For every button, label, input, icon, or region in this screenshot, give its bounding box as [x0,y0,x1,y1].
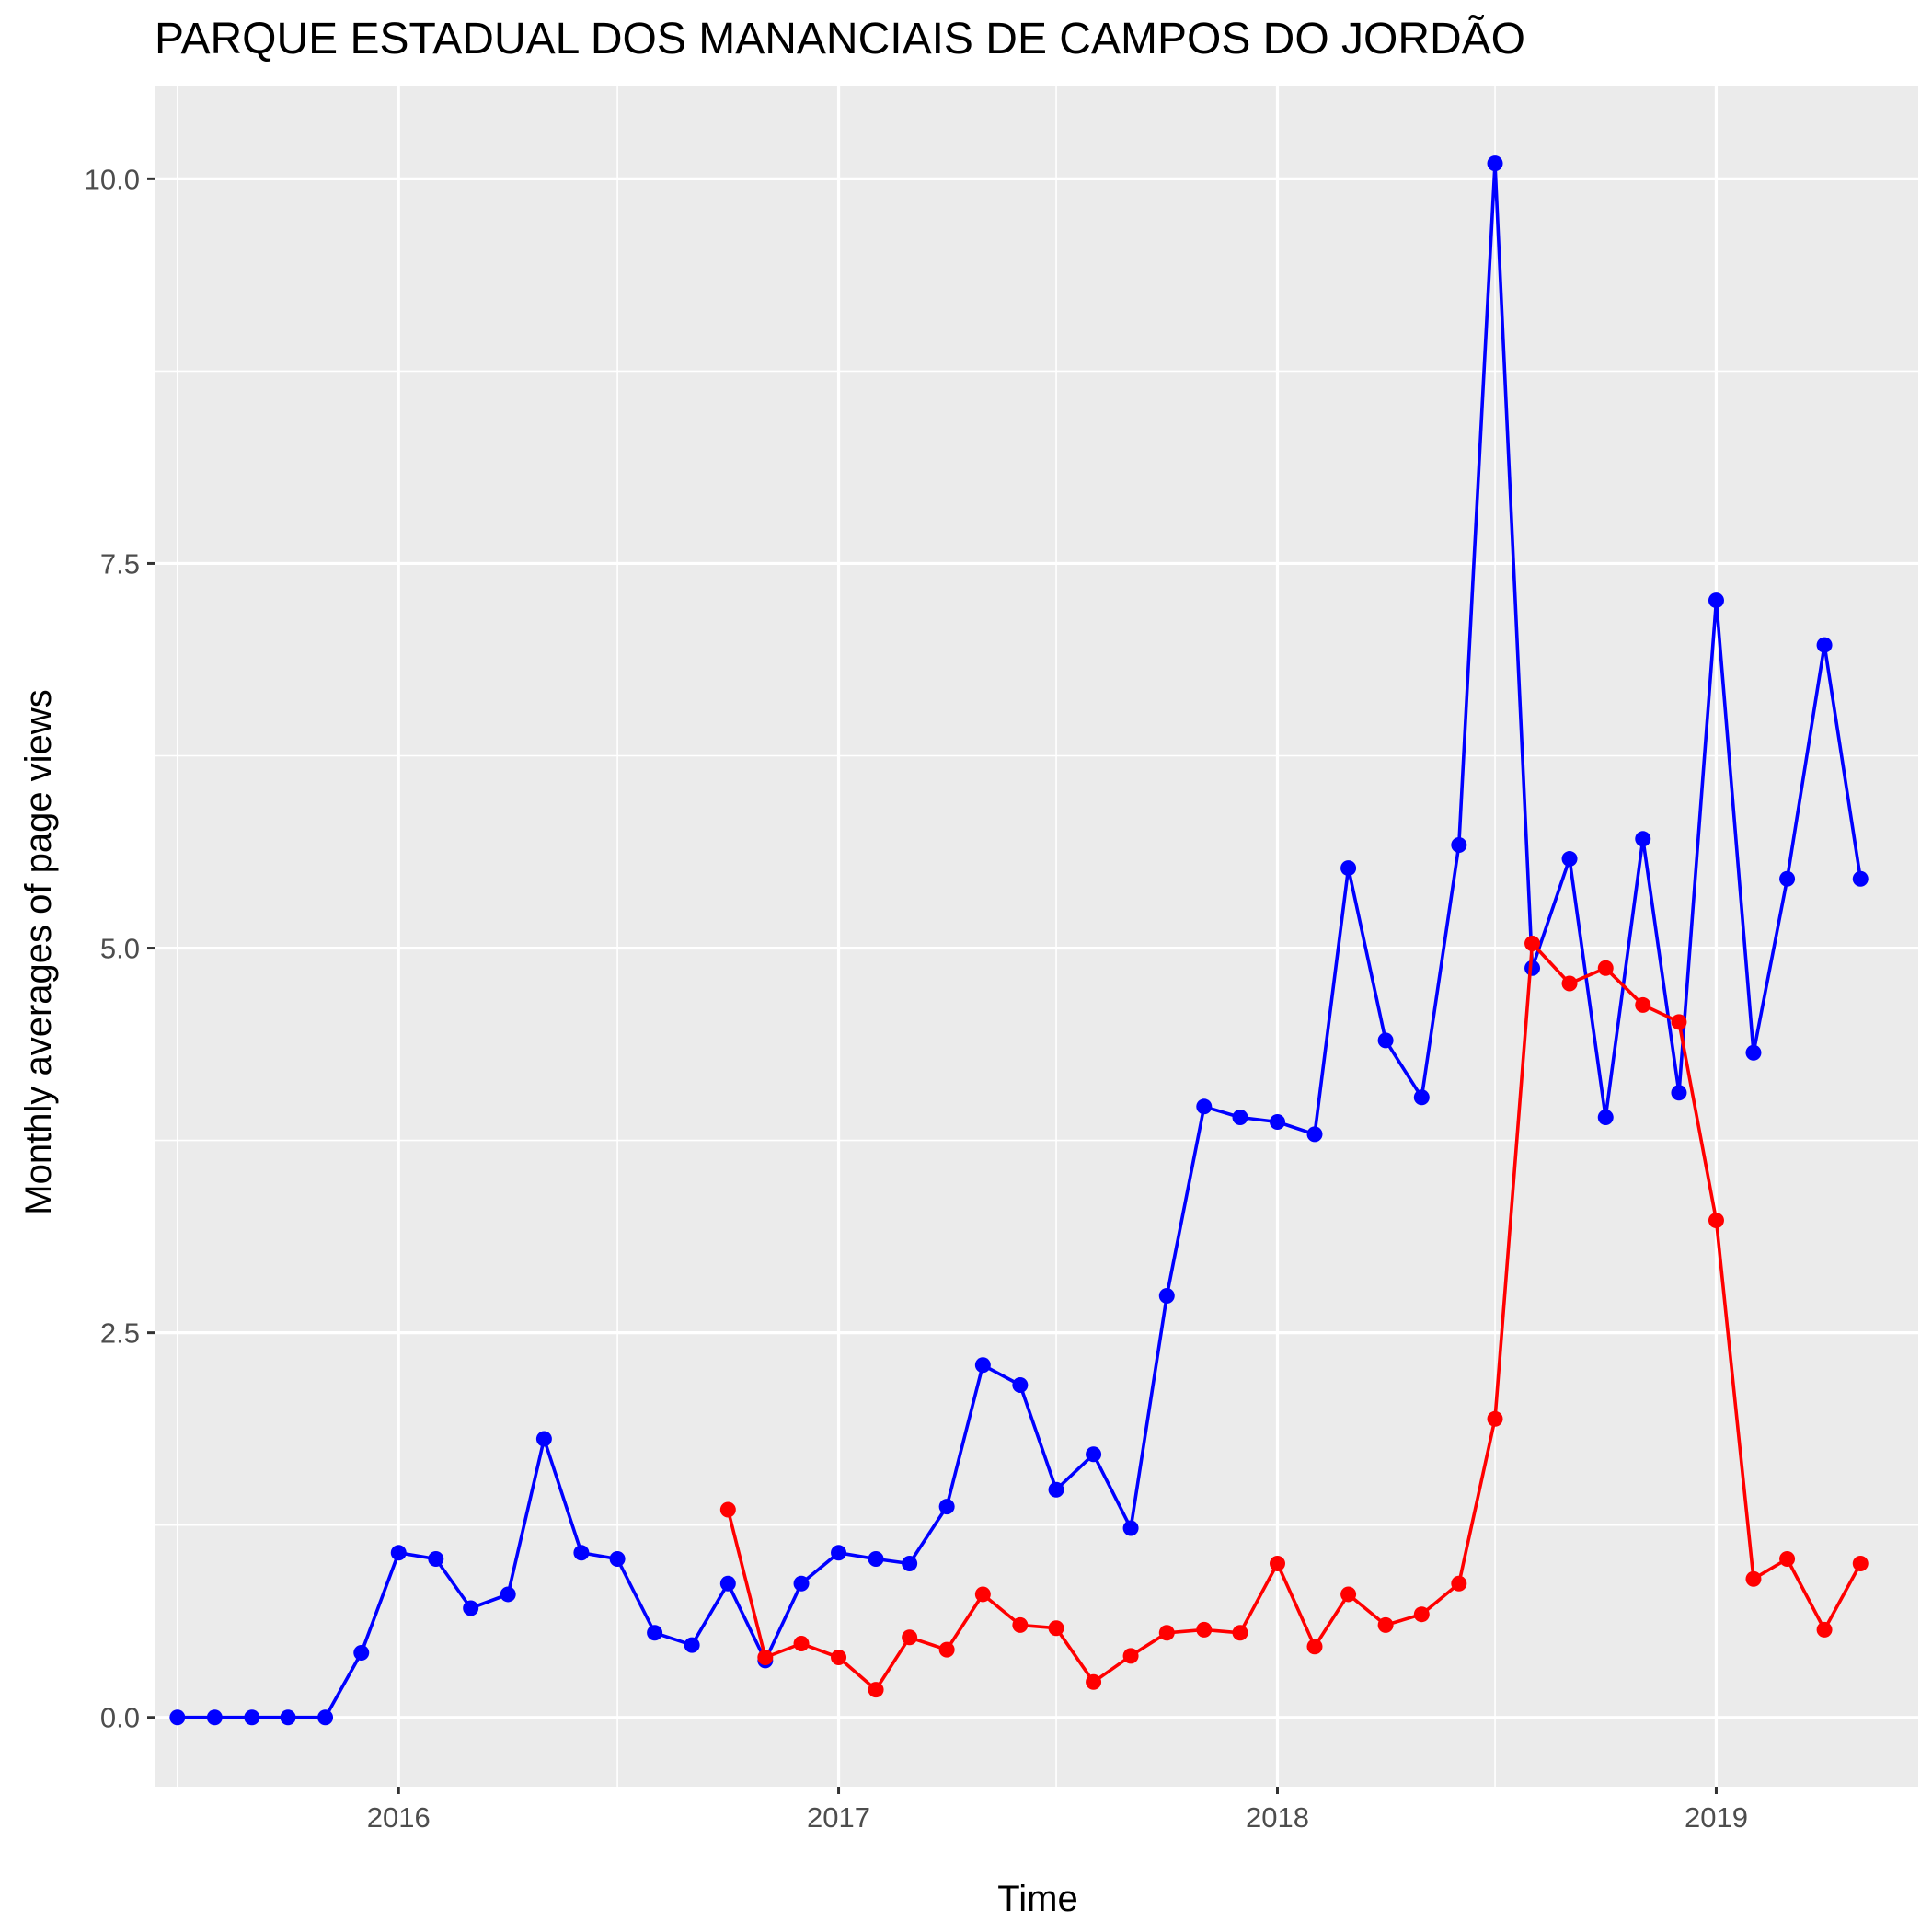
data-point [1270,1556,1286,1572]
data-point [938,1499,955,1515]
data-point [1779,1550,1796,1567]
data-point [1158,1625,1175,1641]
data-point [1745,1044,1762,1061]
data-point [1635,996,1651,1013]
data-point [317,1709,334,1726]
data-point [1597,960,1614,976]
data-point [500,1586,516,1603]
data-point [1671,1085,1687,1101]
y-tick-label: 2.5 [100,1317,140,1350]
data-point [573,1545,590,1561]
data-point [1708,1213,1724,1229]
data-point [793,1635,810,1651]
data-point [684,1637,700,1653]
data-point [719,1575,736,1592]
data-point [169,1709,186,1726]
data-point [1086,1446,1102,1463]
data-point [609,1550,626,1567]
data-point [793,1575,810,1592]
data-point [1012,1377,1029,1394]
data-point [1561,975,1578,992]
data-point [280,1709,296,1726]
data-point [1745,1570,1762,1587]
data-point [1158,1288,1175,1305]
data-point [1779,870,1796,887]
data-point [1524,936,1541,952]
data-point [902,1629,918,1646]
data-point [244,1709,260,1726]
data-point [1196,1098,1213,1115]
data-point [1451,1575,1467,1592]
x-tick-label: 2017 [807,1801,870,1834]
data-point [1816,637,1833,653]
data-point [428,1550,444,1567]
data-point [1012,1616,1029,1633]
data-point [831,1650,847,1666]
y-tick-label: 7.5 [100,547,140,580]
data-point [1340,1586,1357,1603]
data-point [1196,1621,1213,1638]
y-tick-label: 10.0 [85,163,140,195]
data-point [719,1501,736,1518]
major-gridlines [155,86,1918,1787]
y-tick-label: 0.0 [100,1702,140,1734]
data-point [1306,1126,1323,1143]
data-point [1413,1606,1430,1623]
series-layer [169,155,1869,1726]
x-tick-label: 2016 [367,1801,431,1834]
data-point [1852,1556,1869,1572]
data-point [831,1545,847,1561]
x-tick-label: 2019 [1685,1801,1748,1834]
minor-gridlines [155,86,1918,1787]
data-point [1816,1621,1833,1638]
data-point [1561,851,1578,868]
data-point [1708,592,1724,609]
data-point [1340,860,1357,877]
data-point [1232,1625,1248,1641]
data-point [1597,1110,1614,1126]
data-point [1048,1620,1064,1637]
x-axis: 2016 2017 2018 2019 [367,1787,1748,1834]
data-point [1451,836,1467,853]
data-point [757,1650,774,1666]
data-point [1487,1410,1503,1427]
data-point [1122,1648,1139,1664]
data-point [390,1545,407,1561]
data-point [938,1641,955,1658]
data-point [647,1625,663,1641]
series-2 [719,936,1869,1698]
data-point [1635,831,1651,847]
data-point [868,1682,884,1698]
data-point [1413,1089,1430,1106]
data-point [1122,1520,1139,1536]
data-point [1048,1481,1064,1498]
x-tick-label: 2018 [1246,1801,1309,1834]
series-1 [169,155,1869,1726]
data-point [974,1586,991,1603]
data-point [463,1600,479,1616]
data-point [1377,1616,1394,1633]
x-axis-title: Time [997,1879,1077,1919]
plot-panel [155,86,1918,1787]
data-point [1232,1110,1248,1126]
data-point [1270,1114,1286,1131]
chart-title: PARQUE ESTADUAL DOS MANANCIAIS DE CAMPOS… [155,14,1525,63]
data-point [1671,1014,1687,1030]
y-tick-label: 5.0 [100,933,140,965]
data-point [353,1645,370,1662]
data-point [535,1431,552,1447]
data-point [902,1556,918,1572]
y-axis: 0.0 2.5 5.0 7.5 10.0 [85,163,155,1734]
data-point [1377,1032,1394,1049]
y-axis-title: Monthly averages of page views [18,689,59,1214]
data-point [206,1709,223,1726]
data-point [1852,870,1869,887]
data-point [1306,1639,1323,1655]
data-point [868,1550,884,1567]
data-point [974,1357,991,1374]
data-point [1487,155,1503,172]
data-point [1086,1673,1102,1690]
